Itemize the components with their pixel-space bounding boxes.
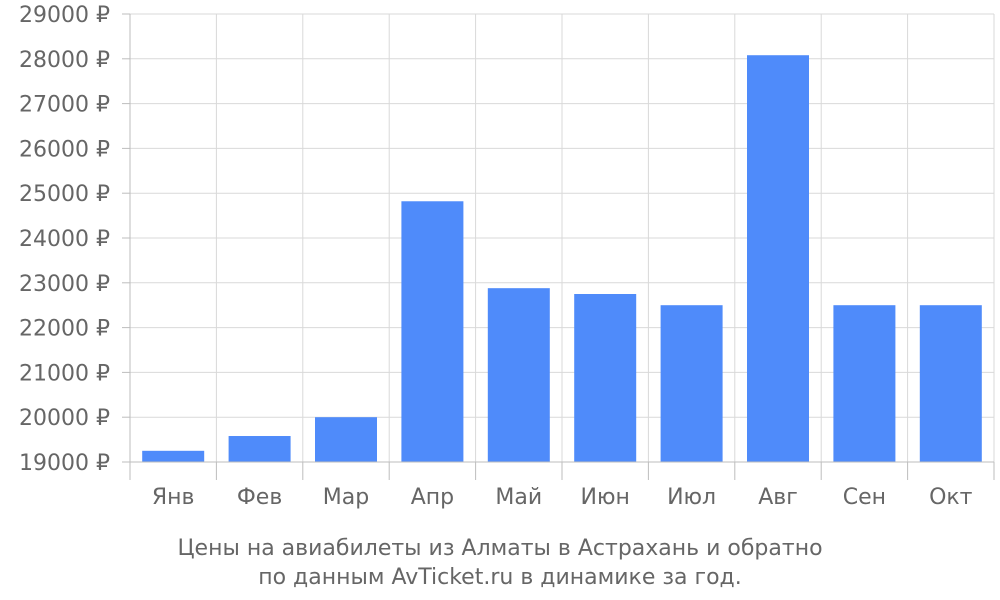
x-tick-label: Сен bbox=[843, 485, 886, 510]
x-tick-label: Мар bbox=[323, 485, 369, 510]
y-tick-label: 23000 ₽ bbox=[19, 272, 110, 297]
bar-layer bbox=[142, 55, 982, 462]
x-tick-labels: Янв Фев Мар Апр Май Июн Июл Авг Сен Окт bbox=[152, 485, 973, 510]
chart-caption-line-1: Цены на авиабилеты из Алматы в Астрахань… bbox=[177, 536, 822, 561]
y-tick-label: 29000 ₽ bbox=[19, 3, 110, 28]
bar-5 bbox=[487, 288, 550, 462]
grid-layer bbox=[130, 13, 995, 463]
bar-7 bbox=[660, 305, 723, 462]
x-tick-label: Авг bbox=[758, 485, 798, 510]
y-tick-label: 25000 ₽ bbox=[19, 182, 110, 207]
y-tick-label: 26000 ₽ bbox=[19, 137, 110, 162]
x-tick-label: Июл bbox=[667, 485, 716, 510]
bar-1 bbox=[142, 450, 205, 462]
y-tick-label: 22000 ₽ bbox=[19, 317, 110, 342]
x-tick-label: Май bbox=[495, 485, 542, 510]
bar-4 bbox=[401, 201, 464, 462]
bar-9 bbox=[833, 305, 896, 462]
x-tick-label: Июн bbox=[581, 485, 630, 510]
x-tick-label: Янв bbox=[152, 485, 195, 510]
bar-3 bbox=[315, 417, 377, 462]
bar-2 bbox=[228, 436, 291, 462]
bar-6 bbox=[574, 294, 637, 462]
y-tick-label: 24000 ₽ bbox=[19, 227, 110, 252]
bar-10 bbox=[919, 305, 982, 462]
axis-layer bbox=[122, 13, 995, 480]
x-tick-label: Апр bbox=[411, 485, 454, 510]
y-tick-labels: 19000 ₽ 20000 ₽ 21000 ₽ 22000 ₽ 23000 ₽ 24000… bbox=[19, 3, 110, 476]
y-tick-label: 27000 ₽ bbox=[19, 93, 110, 118]
x-tick-label: Фев bbox=[237, 485, 282, 510]
y-tick-label: 20000 ₽ bbox=[19, 406, 110, 431]
bar-8 bbox=[747, 55, 809, 462]
chart-caption-line-2: по данным AvTicket.ru в динамике за год. bbox=[258, 565, 742, 590]
x-tick-label: Окт bbox=[929, 485, 973, 510]
y-tick-label: 19000 ₽ bbox=[19, 451, 110, 476]
y-tick-label: 28000 ₽ bbox=[19, 48, 110, 73]
y-tick-label: 21000 ₽ bbox=[19, 361, 110, 386]
